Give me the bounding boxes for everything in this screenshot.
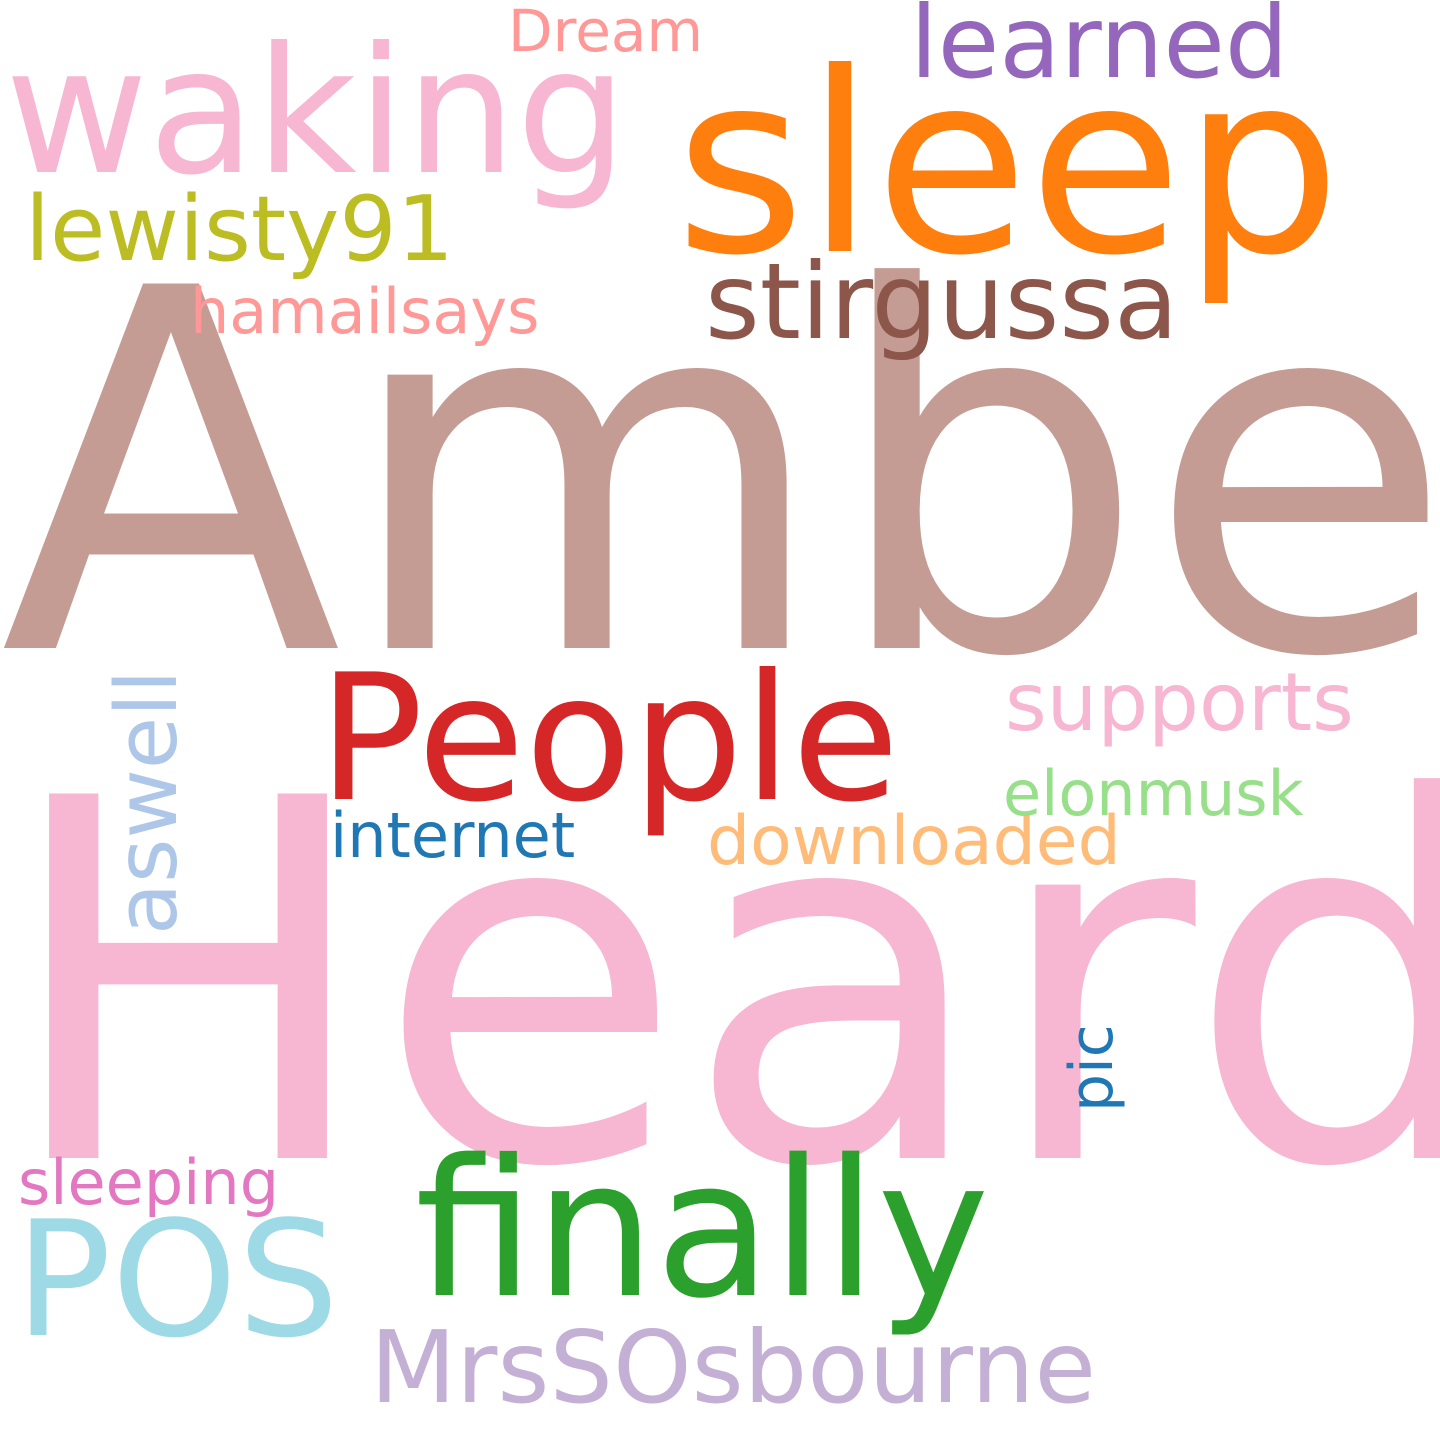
word-stirgussa: stirgussa <box>705 241 1179 363</box>
word-pos: POS <box>15 1186 339 1373</box>
word-downloaded: downloaded <box>707 802 1121 881</box>
word-internet: internet <box>330 799 576 872</box>
word-mrssosbourne: MrsSOsbourne <box>370 1309 1097 1426</box>
word-dream: Dream <box>508 0 703 65</box>
word-aswell: aswell <box>98 669 197 935</box>
word-people: People <box>318 638 900 841</box>
word-lewisty91: lewisty91 <box>25 177 454 282</box>
word-amber: Amber <box>0 184 1440 766</box>
word-hamailsays: hamailsays <box>190 275 540 348</box>
word-waking: waking <box>5 11 628 214</box>
word-finally: finally <box>415 1119 990 1340</box>
word-sleeping: sleeping <box>18 1146 280 1219</box>
word-sleep: sleep <box>675 19 1342 310</box>
word-pic: pic <box>1057 1024 1127 1112</box>
word-learned: learned <box>910 0 1289 101</box>
word-elonmusk: elonmusk <box>1003 757 1304 830</box>
word-supports: supports <box>1005 656 1354 749</box>
word-heard: Heard <box>0 694 1440 1276</box>
